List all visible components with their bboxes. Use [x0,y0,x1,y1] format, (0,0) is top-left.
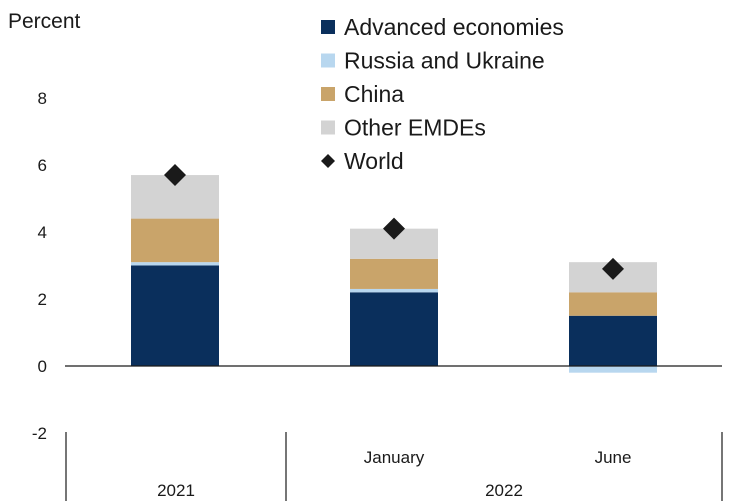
legend-label: China [344,81,404,107]
bar-china [131,218,219,263]
legend-label: World [344,148,404,174]
y-tick-labels: 8 6 4 2 0 -2 [32,89,47,443]
x-tick-label: June [595,448,632,467]
y-tick-label: -2 [32,424,47,443]
legend-swatch-other-emdes [321,120,335,135]
y-tick-label: 6 [38,156,47,175]
y-tick-label: 8 [38,89,47,108]
legend-label: Advanced economies [344,14,564,40]
x-axis: January June 2021 2022 [65,432,723,501]
bar-advanced-economies [350,292,438,366]
bar-russia-and-ukraine [131,262,219,266]
y-tick-label: 4 [38,223,47,242]
x-group-label: 2021 [157,481,195,500]
legend: Advanced economies Russia and Ukraine Chin… [321,14,564,174]
world-marker [602,257,624,280]
bar-russia-and-ukraine [350,288,438,293]
legend-swatch-advanced-economies [321,20,335,34]
bars [131,175,657,373]
bar-china [350,258,438,289]
x-group-label: 2022 [485,481,523,500]
y-tick-label: 2 [38,290,47,309]
legend-swatch-russia-and-ukraine [321,53,335,68]
legend-label: Russia and Ukraine [344,48,545,74]
y-tick-label: 0 [38,357,47,376]
legend-swatch-world [321,154,335,168]
legend-label: Other EMDEs [344,115,486,141]
world-marker [383,217,405,240]
x-tick-label: January [364,448,425,467]
bar-russia-and-ukraine [569,366,657,373]
bar-advanced-economies [131,265,219,366]
bar-advanced-economies [569,315,657,366]
world-markers [164,164,624,280]
y-axis-title: Percent [8,10,81,33]
world-marker [164,164,186,187]
bar-china [569,292,657,316]
legend-swatch-china [321,87,335,101]
